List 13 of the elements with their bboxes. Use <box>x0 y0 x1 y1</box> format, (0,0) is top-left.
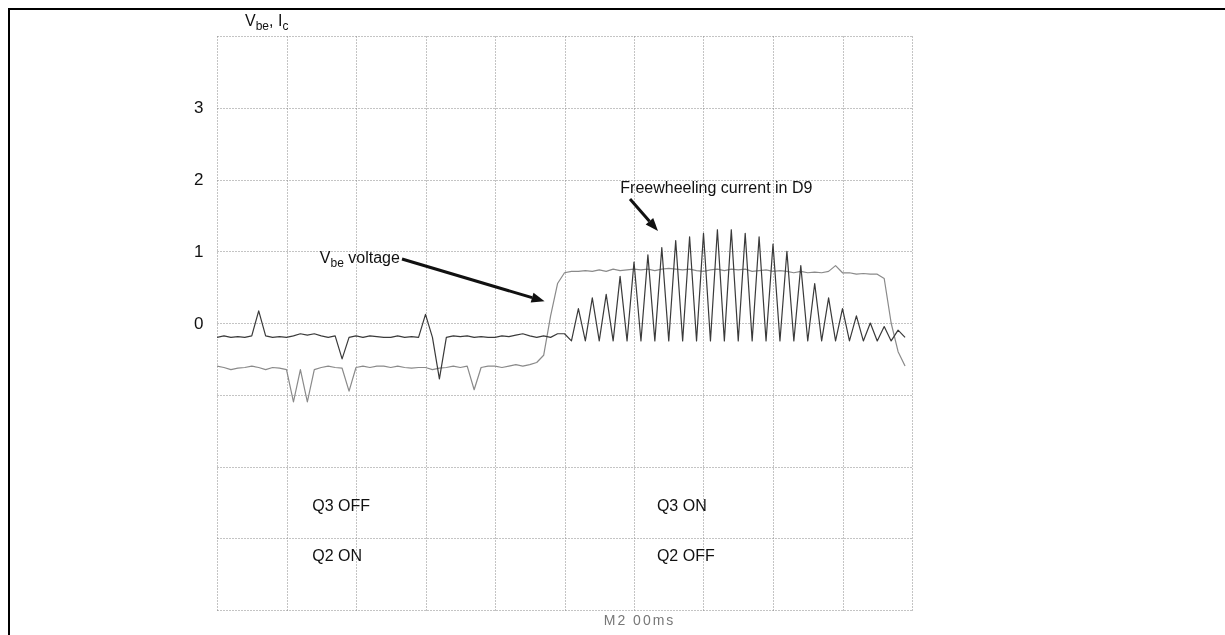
annotation: Q3 OFF <box>312 496 370 515</box>
annotation: Freewheeling current in D9 <box>620 179 813 197</box>
text: M2 00ms <box>603 612 676 629</box>
annotation: Q3 ON <box>656 496 707 515</box>
annotation: V$_{be}$ voltage <box>319 248 400 271</box>
y-axis-title: V$_{be}$, I$_{c}$ <box>245 11 289 33</box>
y-tick-label: 3 <box>194 98 204 118</box>
line-series <box>217 229 906 380</box>
y-tick-label: 2 <box>194 170 204 189</box>
y-tick-label: 1 <box>194 241 204 261</box>
annotation: Q2 OFF <box>656 547 715 565</box>
annotation: Q2 ON <box>312 547 362 565</box>
y-tick-label: 0 <box>194 313 204 333</box>
